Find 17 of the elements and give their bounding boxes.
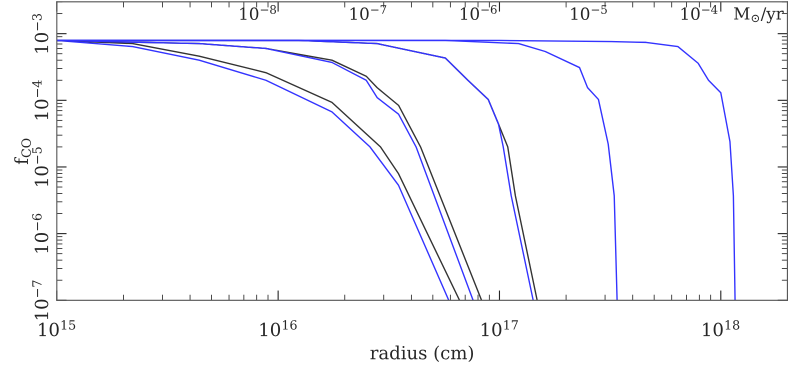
x-tick-label: 10$^{17}$ — [482, 320, 518, 336]
x-tick-label: 10$^{16}$ — [260, 320, 297, 336]
annotation: M$_{⊙}$/yr — [734, 7, 784, 24]
y-tick-label: 10$^{−4}$ — [32, 80, 48, 120]
y-axis-title: f$_{CO}$ — [14, 138, 31, 164]
y-tick-label: 10$^{−5}$ — [32, 147, 48, 186]
annotation: 10$^{−5}$ — [571, 5, 607, 20]
y-tick-label: 10$^{−3}$ — [32, 14, 48, 53]
annotation: 10$^{−4}$ — [682, 5, 718, 20]
x-tick-label: 10$^{15}$ — [39, 320, 76, 336]
y-tick-label: 10$^{−6}$ — [32, 214, 48, 253]
annotation: 10$^{−6}$ — [460, 5, 497, 20]
y-tick-label: 10$^{−7}$ — [32, 280, 48, 320]
x-axis-title: radius (cm) — [370, 346, 474, 362]
annotation: 10$^{−8}$ — [240, 5, 276, 20]
x-tick-label: 10$^{18}$ — [703, 320, 740, 336]
annotation: 10$^{−7}$ — [350, 5, 386, 20]
